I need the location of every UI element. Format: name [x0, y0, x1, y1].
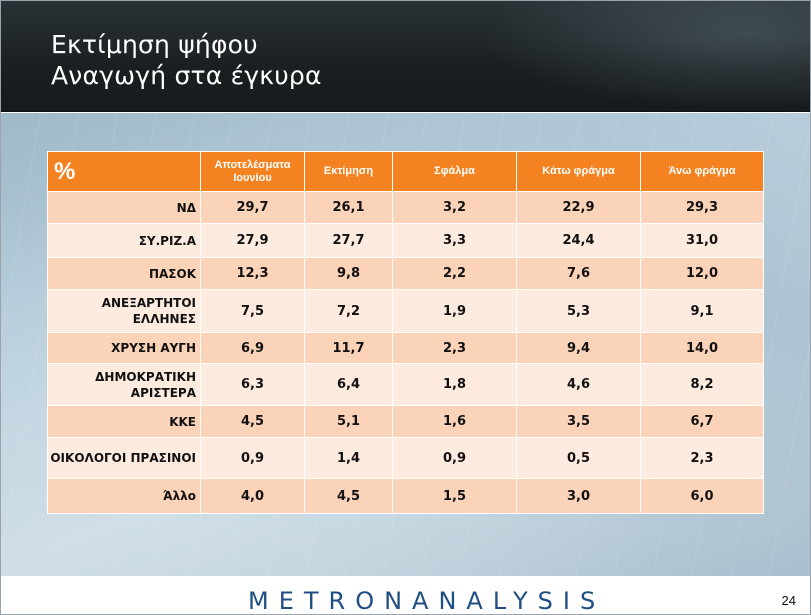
table-cell: 4,0 — [200, 478, 305, 514]
table-row: Άλλο 4,0 4,5 1,5 3,0 6,0 — [47, 478, 764, 514]
table-cell: 31,0 — [640, 223, 764, 258]
table-cell: 11,7 — [304, 332, 393, 364]
party-name: Άλλο — [47, 478, 201, 514]
table-row: ΚΚΕ 4,5 5,1 1,6 3,5 6,7 — [47, 405, 764, 438]
title-line-1: Εκτίμηση ψήφου — [51, 30, 258, 59]
table-row: ΟΙΚΟΛΟΓΟΙ ΠΡΑΣΙΝΟΙ 0,9 1,4 0,9 0,5 2,3 — [47, 437, 764, 479]
table-cell: 8,2 — [640, 363, 764, 406]
column-header: Εκτίμηση — [304, 151, 393, 192]
table-corner-label: % — [47, 151, 201, 192]
table-row: ΧΡΥΣΗ ΑΥΓΗ 6,9 11,7 2,3 9,4 14,0 — [47, 332, 764, 364]
title-line-2: Αναγωγή στα έγκυρα — [51, 61, 322, 90]
table-cell: 4,6 — [516, 363, 641, 406]
table-cell: 5,1 — [304, 405, 393, 438]
slide-title: Εκτίμηση ψήφου Αναγωγή στα έγκυρα — [51, 29, 322, 91]
party-name: ΟΙΚΟΛΟΓΟΙ ΠΡΑΣΙΝΟΙ — [47, 437, 201, 479]
table-cell: 2,2 — [392, 257, 517, 290]
party-name: ΝΔ — [47, 191, 201, 224]
table-cell: 1,4 — [304, 437, 393, 479]
table-cell: 24,4 — [516, 223, 641, 258]
table-cell: 2,3 — [392, 332, 517, 364]
slide-header: Εκτίμηση ψήφου Αναγωγή στα έγκυρα — [1, 1, 810, 112]
column-header: Άνω φράγμα — [640, 151, 764, 192]
table-cell: 6,9 — [200, 332, 305, 364]
vote-estimate-table: % Αποτελέσματα Ιουνίου Εκτίμηση Σφάλμα Κ… — [47, 151, 764, 514]
table-cell: 27,7 — [304, 223, 393, 258]
table-cell: 4,5 — [200, 405, 305, 438]
table-cell: 12,0 — [640, 257, 764, 290]
table-cell: 1,8 — [392, 363, 517, 406]
table-cell: 7,6 — [516, 257, 641, 290]
column-header: Κάτω φράγμα — [516, 151, 641, 192]
table-cell: 6,3 — [200, 363, 305, 406]
table-cell: 9,4 — [516, 332, 641, 364]
table-cell: 3,2 — [392, 191, 517, 224]
table-row: ΠΑΣΟΚ 12,3 9,8 2,2 7,6 12,0 — [47, 257, 764, 290]
party-name: ΚΚΕ — [47, 405, 201, 438]
table-row: ΣΥ.ΡΙΖ.Α 27,9 27,7 3,3 24,4 31,0 — [47, 223, 764, 258]
column-header: Σφάλμα — [392, 151, 517, 192]
table-cell: 3,5 — [516, 405, 641, 438]
table-row: ΝΔ 29,7 26,1 3,2 22,9 29,3 — [47, 191, 764, 224]
table-cell: 1,9 — [392, 289, 517, 333]
table-cell: 27,9 — [200, 223, 305, 258]
table-cell: 2,3 — [640, 437, 764, 479]
table-cell: 6,0 — [640, 478, 764, 514]
table-cell: 14,0 — [640, 332, 764, 364]
party-name: ΧΡΥΣΗ ΑΥΓΗ — [47, 332, 201, 364]
table-cell: 0,9 — [392, 437, 517, 479]
table-cell: 1,5 — [392, 478, 517, 514]
table-cell: 1,6 — [392, 405, 517, 438]
table-cell: 9,8 — [304, 257, 393, 290]
table-row: ΔΗΜΟΚΡΑΤΙΚΗ ΑΡΙΣΤΕΡΑ 6,3 6,4 1,8 4,6 8,2 — [47, 363, 764, 406]
metron-analysis-logo: METRONANALYSIS — [248, 587, 606, 615]
table-cell: 26,1 — [304, 191, 393, 224]
table-cell: 3,0 — [516, 478, 641, 514]
table-cell: 12,3 — [200, 257, 305, 290]
table-cell: 6,4 — [304, 363, 393, 406]
table-cell: 29,7 — [200, 191, 305, 224]
table-cell: 0,9 — [200, 437, 305, 479]
party-name: ΑΝΕΞΑΡΤΗΤΟΙ ΕΛΛΗΝΕΣ — [47, 289, 201, 333]
table-cell: 22,9 — [516, 191, 641, 224]
table-cell: 9,1 — [640, 289, 764, 333]
table-cell: 5,3 — [516, 289, 641, 333]
table-cell: 0,5 — [516, 437, 641, 479]
party-name: ΣΥ.ΡΙΖ.Α — [47, 223, 201, 258]
table-cell: 7,2 — [304, 289, 393, 333]
party-name: ΔΗΜΟΚΡΑΤΙΚΗ ΑΡΙΣΤΕΡΑ — [47, 363, 201, 406]
table-cell: 3,3 — [392, 223, 517, 258]
table-cell: 6,7 — [640, 405, 764, 438]
party-name: ΠΑΣΟΚ — [47, 257, 201, 290]
table-row: ΑΝΕΞΑΡΤΗΤΟΙ ΕΛΛΗΝΕΣ 7,5 7,2 1,9 5,3 9,1 — [47, 289, 764, 333]
slide-footer — [1, 576, 810, 614]
page-number: 24 — [781, 593, 796, 608]
table-header-row: % Αποτελέσματα Ιουνίου Εκτίμηση Σφάλμα Κ… — [47, 151, 764, 192]
table-cell: 4,5 — [304, 478, 393, 514]
table-cell: 7,5 — [200, 289, 305, 333]
table-cell: 29,3 — [640, 191, 764, 224]
column-header: Αποτελέσματα Ιουνίου — [200, 151, 305, 192]
